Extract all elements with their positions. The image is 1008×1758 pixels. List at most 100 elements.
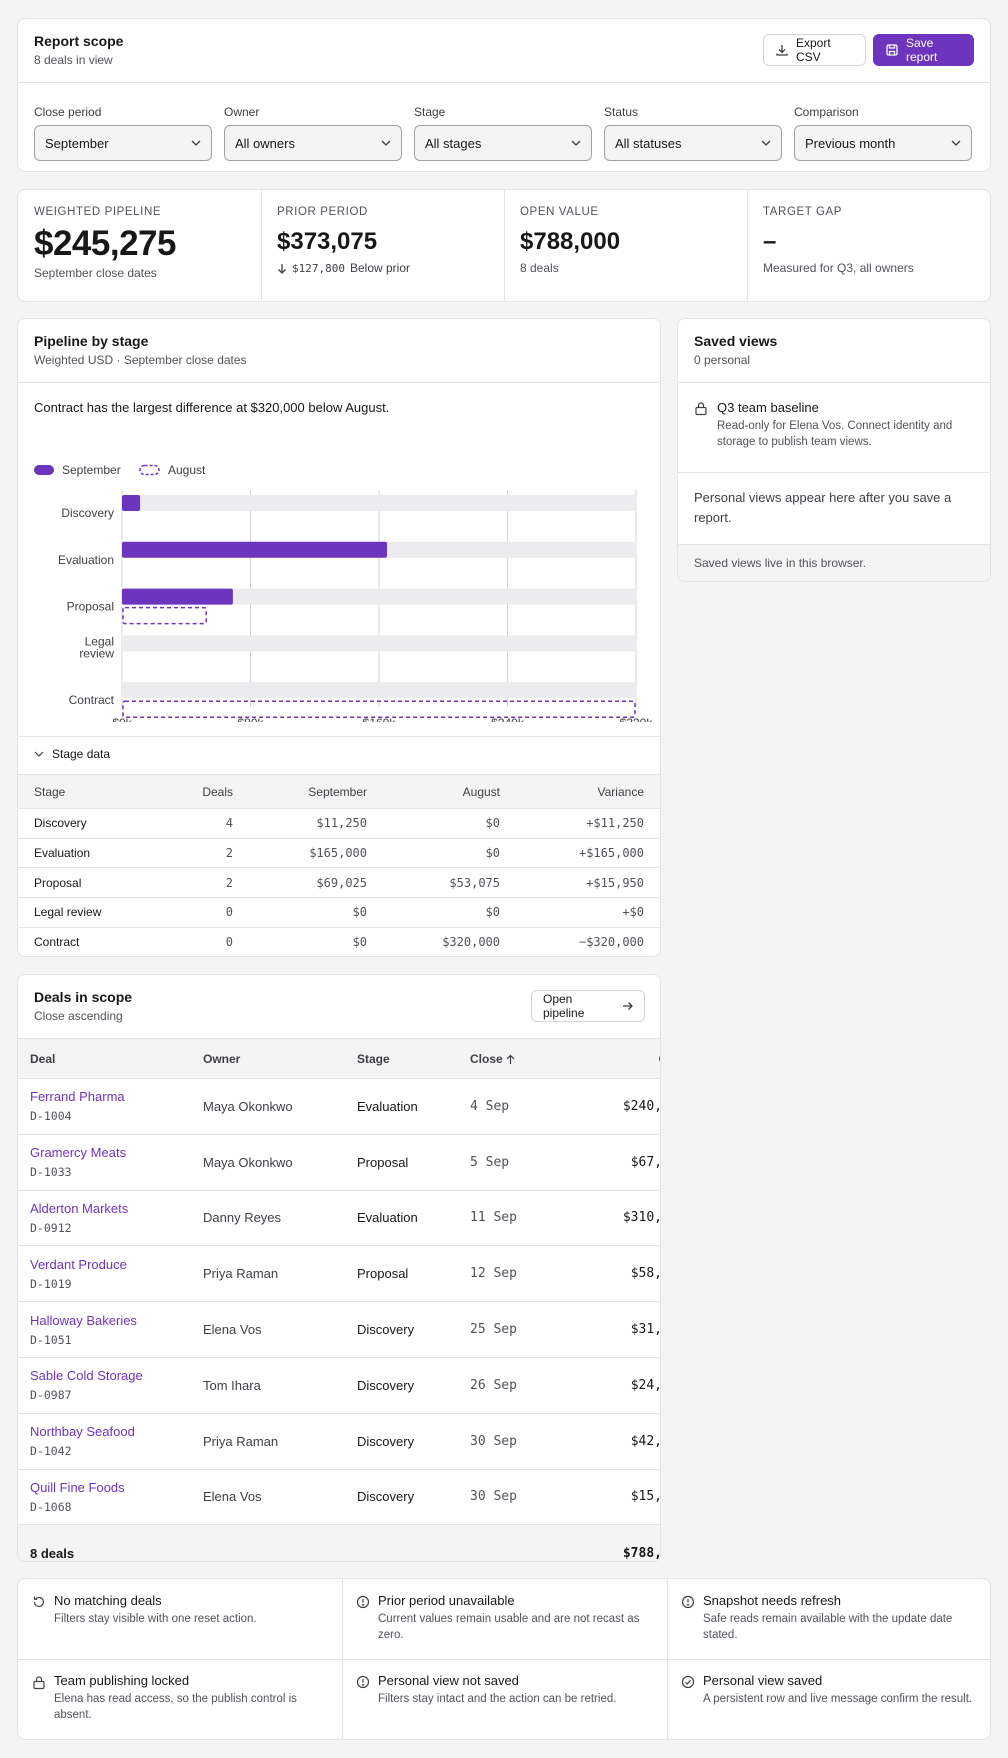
state-title: Snapshot needs refresh	[703, 1593, 842, 1608]
deal-link[interactable]: Alderton Markets	[30, 1200, 129, 1216]
deal-link[interactable]: Quill Fine Foods	[30, 1479, 125, 1495]
deal-stage: Proposal	[357, 1245, 470, 1303]
deal-close: 12 Sep	[470, 1245, 580, 1303]
y-category-label: Legal	[85, 634, 114, 648]
table-row: Discovery 4 $11,250 $0 +$11,250	[18, 808, 660, 839]
deal-link[interactable]: Sable Cold Storage	[30, 1368, 143, 1384]
divider	[18, 736, 660, 737]
table-row: Proposal 2 $69,025 $53,075 +$15,950	[18, 867, 660, 899]
legend-label-september: September	[62, 463, 121, 477]
cell-variance: +$11,250	[500, 808, 660, 839]
col-stage: Stage	[18, 774, 143, 809]
col-value[interactable]: O	[580, 1038, 660, 1079]
deal-owner: Elena Vos	[203, 1301, 357, 1358]
deal-link[interactable]: Verdant Produce	[30, 1256, 127, 1272]
info-icon	[356, 1675, 370, 1707]
open-pipeline-button[interactable]: Open pipeline	[531, 990, 645, 1022]
check-circle-icon	[681, 1675, 695, 1707]
deal-close: 11 Sep	[470, 1190, 580, 1247]
deal-link[interactable]: Halloway Bakeries	[30, 1312, 137, 1328]
filter-stage: Stage All stages	[414, 105, 592, 161]
divider	[18, 1659, 990, 1660]
comparison-select[interactable]: Previous month	[794, 125, 972, 161]
deal-cell: Alderton Markets D-0912	[18, 1190, 203, 1247]
col-close[interactable]: Close	[470, 1038, 580, 1079]
table-row[interactable]: Halloway Bakeries D-1051 Elena Vos Discover…	[18, 1301, 660, 1358]
deal-link[interactable]: Gramercy Meats	[30, 1145, 127, 1161]
saved-view-q3-baseline[interactable]: Q3 team baseline Read-only for Elena Vos…	[694, 400, 974, 450]
saved-views-footer-text: Saved views live in this browser.	[694, 556, 867, 570]
filter-label: Comparison	[794, 105, 859, 119]
report-scope-panel: Report scope 8 deals in view Export CSV …	[17, 18, 991, 172]
table-row[interactable]: Sable Cold Storage D-0987 Tom Ihara Discove…	[18, 1357, 660, 1414]
table-row[interactable]: Verdant Produce D-1019 Priya Raman Proposal…	[18, 1245, 660, 1303]
table-row[interactable]: Gramercy Meats D-1033 Maya Okonkwo Proposal…	[18, 1134, 660, 1191]
table-row[interactable]: Northbay Seafood D-1042 Priya Raman Discove…	[18, 1413, 660, 1470]
kpi-label: OPEN VALUE	[520, 206, 599, 218]
filter-label: Stage	[414, 105, 446, 119]
save-icon	[885, 43, 899, 57]
deal-stage: Proposal	[357, 1134, 470, 1191]
deal-link[interactable]: Ferrand Pharma	[30, 1089, 125, 1105]
col-stage[interactable]: Stage	[357, 1038, 470, 1079]
y-category-label: Contract	[69, 693, 115, 707]
x-tick-label: $160k	[363, 716, 397, 722]
y-category-label: review	[79, 646, 114, 660]
owner-select[interactable]: All owners	[224, 125, 402, 161]
x-tick-label: $240k	[491, 716, 525, 722]
deal-owner: Maya Okonkwo	[203, 1134, 357, 1191]
saved-views-empty-text: Personal views appear here after you sav…	[694, 490, 952, 525]
cell-deals: 4	[143, 808, 233, 839]
deal-cell: Sable Cold Storage D-0987	[18, 1357, 203, 1414]
deal-owner: Priya Raman	[203, 1245, 357, 1303]
bar-track	[122, 635, 636, 652]
deal-id: D-1042	[30, 1444, 72, 1459]
col-deal[interactable]: Deal	[18, 1038, 203, 1079]
cell-deals: 2	[143, 838, 233, 869]
deal-value: $15,	[580, 1469, 660, 1526]
kpi-open-value: OPEN VALUE $788,000 8 deals	[504, 190, 747, 301]
deal-id: D-0912	[30, 1220, 72, 1235]
deal-value: $58,	[580, 1245, 660, 1303]
legend-label-august: August	[168, 463, 206, 477]
cell-august: $0	[367, 808, 500, 839]
col-owner[interactable]: Owner	[203, 1038, 357, 1079]
state-title: Prior period unavailable	[378, 1593, 515, 1608]
arrow-right-icon	[622, 1001, 633, 1011]
state-title: No matching deals	[54, 1593, 162, 1608]
state-description: A persistent row and live message confir…	[703, 1693, 973, 1705]
table-row: Evaluation 2 $165,000 $0 +$165,000	[18, 838, 660, 869]
kpi-target-gap: TARGET GAP – Measured for Q3, all owners	[747, 190, 990, 301]
bar-august	[122, 700, 636, 718]
scope-subtitle: 8 deals in view	[34, 53, 113, 67]
deal-value: $24,	[580, 1357, 660, 1414]
kpi-label: TARGET GAP	[763, 206, 843, 218]
stage-data-toggle[interactable]: Stage data	[34, 747, 110, 761]
table-header-row: Stage Deals September August Variance	[18, 774, 660, 809]
state-card: Prior period unavailable Current values r…	[342, 1579, 667, 1657]
close-period-select[interactable]: September	[34, 125, 212, 161]
baseline-title: Q3 team baseline	[717, 400, 819, 415]
kpi-delta-note: Below prior	[349, 261, 411, 275]
deal-close: 5 Sep	[470, 1134, 580, 1191]
deal-id: D-1004	[30, 1109, 72, 1124]
saved-views-subtitle: 0 personal	[694, 353, 751, 367]
status-select[interactable]: All statuses	[604, 125, 782, 161]
table-row[interactable]: Alderton Markets D-0912 Danny Reyes Evaluat…	[18, 1190, 660, 1247]
table-row[interactable]: Quill Fine Foods D-1068 Elena Vos Discovery…	[18, 1469, 660, 1526]
chevron-down-icon	[381, 140, 391, 146]
export-csv-button[interactable]: Export CSV	[763, 34, 866, 66]
table-row[interactable]: Ferrand Pharma D-1004 Maya Okonkwo Evaluati…	[18, 1078, 660, 1135]
deal-link[interactable]: Northbay Seafood	[30, 1424, 135, 1440]
deal-owner: Elena Vos	[203, 1469, 357, 1526]
download-icon	[775, 43, 789, 57]
pipeline-by-stage-panel: Pipeline by stage Weighted USD · Septemb…	[17, 318, 661, 957]
deal-stage: Evaluation	[357, 1078, 470, 1135]
stage-select[interactable]: All stages	[414, 125, 592, 161]
save-report-button[interactable]: Save report	[873, 34, 974, 66]
bar-track	[122, 682, 636, 699]
cell-stage: Evaluation	[18, 838, 143, 869]
kpi-strip: WEIGHTED PIPELINE $245,275 September clo…	[17, 189, 991, 302]
x-tick-label: $320k	[620, 716, 654, 722]
legend-swatch-august	[139, 464, 160, 476]
